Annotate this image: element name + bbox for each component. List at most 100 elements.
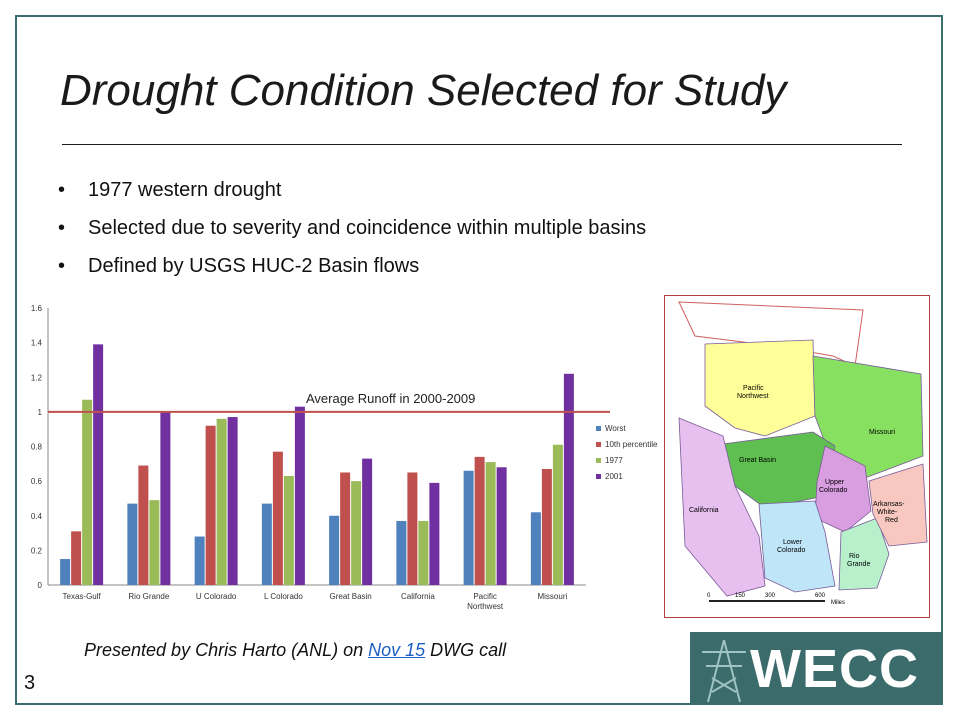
region-lower-colorado bbox=[758, 500, 836, 593]
y-tick-label: 1 bbox=[38, 408, 43, 417]
y-tick-label: 1.6 bbox=[31, 304, 43, 313]
bullet-dot-icon: • bbox=[58, 255, 66, 277]
caption-suffix: DWG call bbox=[425, 640, 507, 660]
bullet-text: 1977 western drought bbox=[88, 179, 282, 201]
bar-1977 bbox=[418, 520, 429, 585]
legend-label: 1977 bbox=[605, 456, 623, 465]
bar-worst bbox=[396, 520, 407, 585]
bullet-item: • Defined by USGS HUC-2 Basin flows bbox=[58, 252, 646, 290]
bar-10th-percentile bbox=[205, 425, 216, 585]
legend-label: Worst bbox=[605, 424, 627, 433]
map-label-lower-colorado: Lower Colorado bbox=[777, 539, 806, 554]
bar-1977 bbox=[149, 500, 160, 585]
bullet-item: • Selected due to severity and coincidenc… bbox=[58, 214, 646, 252]
basin-map-svg: Pacific Northwest Missouri Great Basin Ca… bbox=[678, 301, 928, 606]
y-tick-label: 0.2 bbox=[31, 546, 43, 555]
bullet-dot-icon: • bbox=[58, 179, 66, 201]
map-label-california: California bbox=[689, 507, 719, 514]
caption-prefix: Presented by Chris Harto (ANL) on bbox=[84, 640, 369, 660]
bar-10th-percentile bbox=[474, 456, 485, 585]
bar-worst bbox=[530, 512, 541, 585]
map-scale-label: 0 bbox=[707, 593, 711, 599]
title-rule bbox=[62, 144, 902, 145]
region-arkansas-white-red bbox=[868, 463, 928, 547]
bar-2001 bbox=[160, 411, 171, 585]
slide-number: 3 bbox=[24, 672, 36, 694]
region-rio-grande bbox=[838, 517, 890, 591]
x-tick-label: Great Basin bbox=[330, 592, 372, 601]
legend-label: 10th percentile bbox=[605, 440, 658, 449]
bar-10th-percentile bbox=[138, 465, 149, 585]
bar-worst bbox=[261, 503, 272, 585]
bar-1977 bbox=[552, 444, 563, 585]
bar-10th-percentile bbox=[71, 531, 82, 585]
bar-1977 bbox=[351, 481, 362, 585]
legend-swatch bbox=[596, 458, 601, 463]
region-california bbox=[678, 417, 766, 597]
bullet-list: • 1977 western drought • Selected due to s… bbox=[58, 176, 646, 290]
x-tick-label: L Colorado bbox=[264, 592, 303, 601]
bar-10th-percentile bbox=[541, 469, 552, 585]
reference-line-label: Average Runoff in 2000-2009 bbox=[306, 391, 475, 406]
x-tick-label: Rio Grande bbox=[128, 592, 169, 601]
bar-2001 bbox=[362, 458, 373, 585]
slide-title: Drought Condition Selected for Study bbox=[60, 66, 787, 115]
runoff-bar-chart: 0 0.2 0.4 0.6 0.8 1 1.2 1.4 1.6 Texas-Gulf Rio Gra… bbox=[30, 298, 668, 618]
bullet-dot-icon: • bbox=[58, 217, 66, 239]
slide-frame bbox=[15, 15, 943, 705]
bar-2001 bbox=[294, 406, 305, 585]
map-scale-unit: Miles bbox=[831, 600, 845, 606]
x-tick-label: U Colorado bbox=[196, 592, 237, 601]
bar-2001 bbox=[563, 373, 574, 585]
bullet-item: • 1977 western drought bbox=[58, 176, 646, 214]
bullet-text: Defined by USGS HUC-2 Basin flows bbox=[88, 255, 420, 277]
x-tick-label: Texas-Gulf bbox=[63, 592, 102, 601]
map-label-missouri: Missouri bbox=[869, 429, 896, 436]
bullet-text: Selected due to severity and coincidence… bbox=[88, 217, 647, 239]
region-pacific-northwest bbox=[704, 339, 816, 437]
bar-1977 bbox=[485, 462, 496, 585]
legend-label: 2001 bbox=[605, 472, 623, 481]
x-tick-label: Missouri bbox=[537, 592, 567, 601]
y-tick-label: 0 bbox=[38, 581, 43, 590]
wecc-logo: WECC bbox=[690, 632, 943, 704]
map-label-great-basin: Great Basin bbox=[739, 457, 776, 464]
transmission-tower-icon bbox=[702, 639, 746, 703]
bar-1977 bbox=[82, 399, 93, 585]
bar-worst bbox=[194, 536, 205, 585]
bar-1977 bbox=[283, 475, 294, 585]
bar-10th-percentile bbox=[340, 472, 351, 585]
chart-svg: 0 0.2 0.4 0.6 0.8 1 1.2 1.4 1.6 Texas-Gulf Rio Gra… bbox=[31, 304, 658, 611]
map-scale-label: 150 bbox=[735, 593, 746, 599]
bar-2001 bbox=[429, 482, 440, 585]
logo-wordmark: WECC bbox=[750, 639, 919, 699]
y-tick-label: 1.4 bbox=[31, 339, 43, 348]
bar-worst bbox=[60, 559, 71, 585]
y-tick-label: 0.6 bbox=[31, 477, 43, 486]
y-tick-label: 1.2 bbox=[31, 373, 43, 382]
y-tick-label: 0.4 bbox=[31, 512, 43, 521]
map-scale-label: 600 bbox=[815, 593, 826, 599]
bar-worst bbox=[329, 515, 340, 585]
x-tick-label: Northwest bbox=[467, 602, 504, 611]
bar-10th-percentile bbox=[407, 472, 418, 585]
bar-2001 bbox=[496, 467, 507, 585]
bar-2001 bbox=[227, 417, 238, 585]
map-outline bbox=[678, 301, 864, 367]
legend-swatch bbox=[596, 442, 601, 447]
y-tick-label: 0.8 bbox=[31, 443, 43, 452]
x-tick-label: California bbox=[401, 592, 435, 601]
nov15-link[interactable]: Nov 15 bbox=[368, 640, 426, 660]
presenter-caption: Presented by Chris Harto (ANL) on Nov 15… bbox=[84, 640, 506, 661]
map-label-upper-colorado: Upper Colorado bbox=[819, 479, 848, 494]
map-label-arkansas-white-red: Arkansas-White-Red bbox=[873, 501, 905, 524]
bar-10th-percentile bbox=[272, 451, 283, 585]
map-scale-label: 300 bbox=[765, 593, 776, 599]
x-tick-label: Pacific bbox=[473, 592, 497, 601]
bar-worst bbox=[463, 470, 474, 585]
bar-worst bbox=[127, 503, 138, 585]
legend-swatch bbox=[596, 474, 601, 479]
bar-2001 bbox=[93, 344, 104, 585]
legend-swatch bbox=[596, 426, 601, 431]
map-label-rio-grande: Rio Grande bbox=[847, 553, 870, 568]
